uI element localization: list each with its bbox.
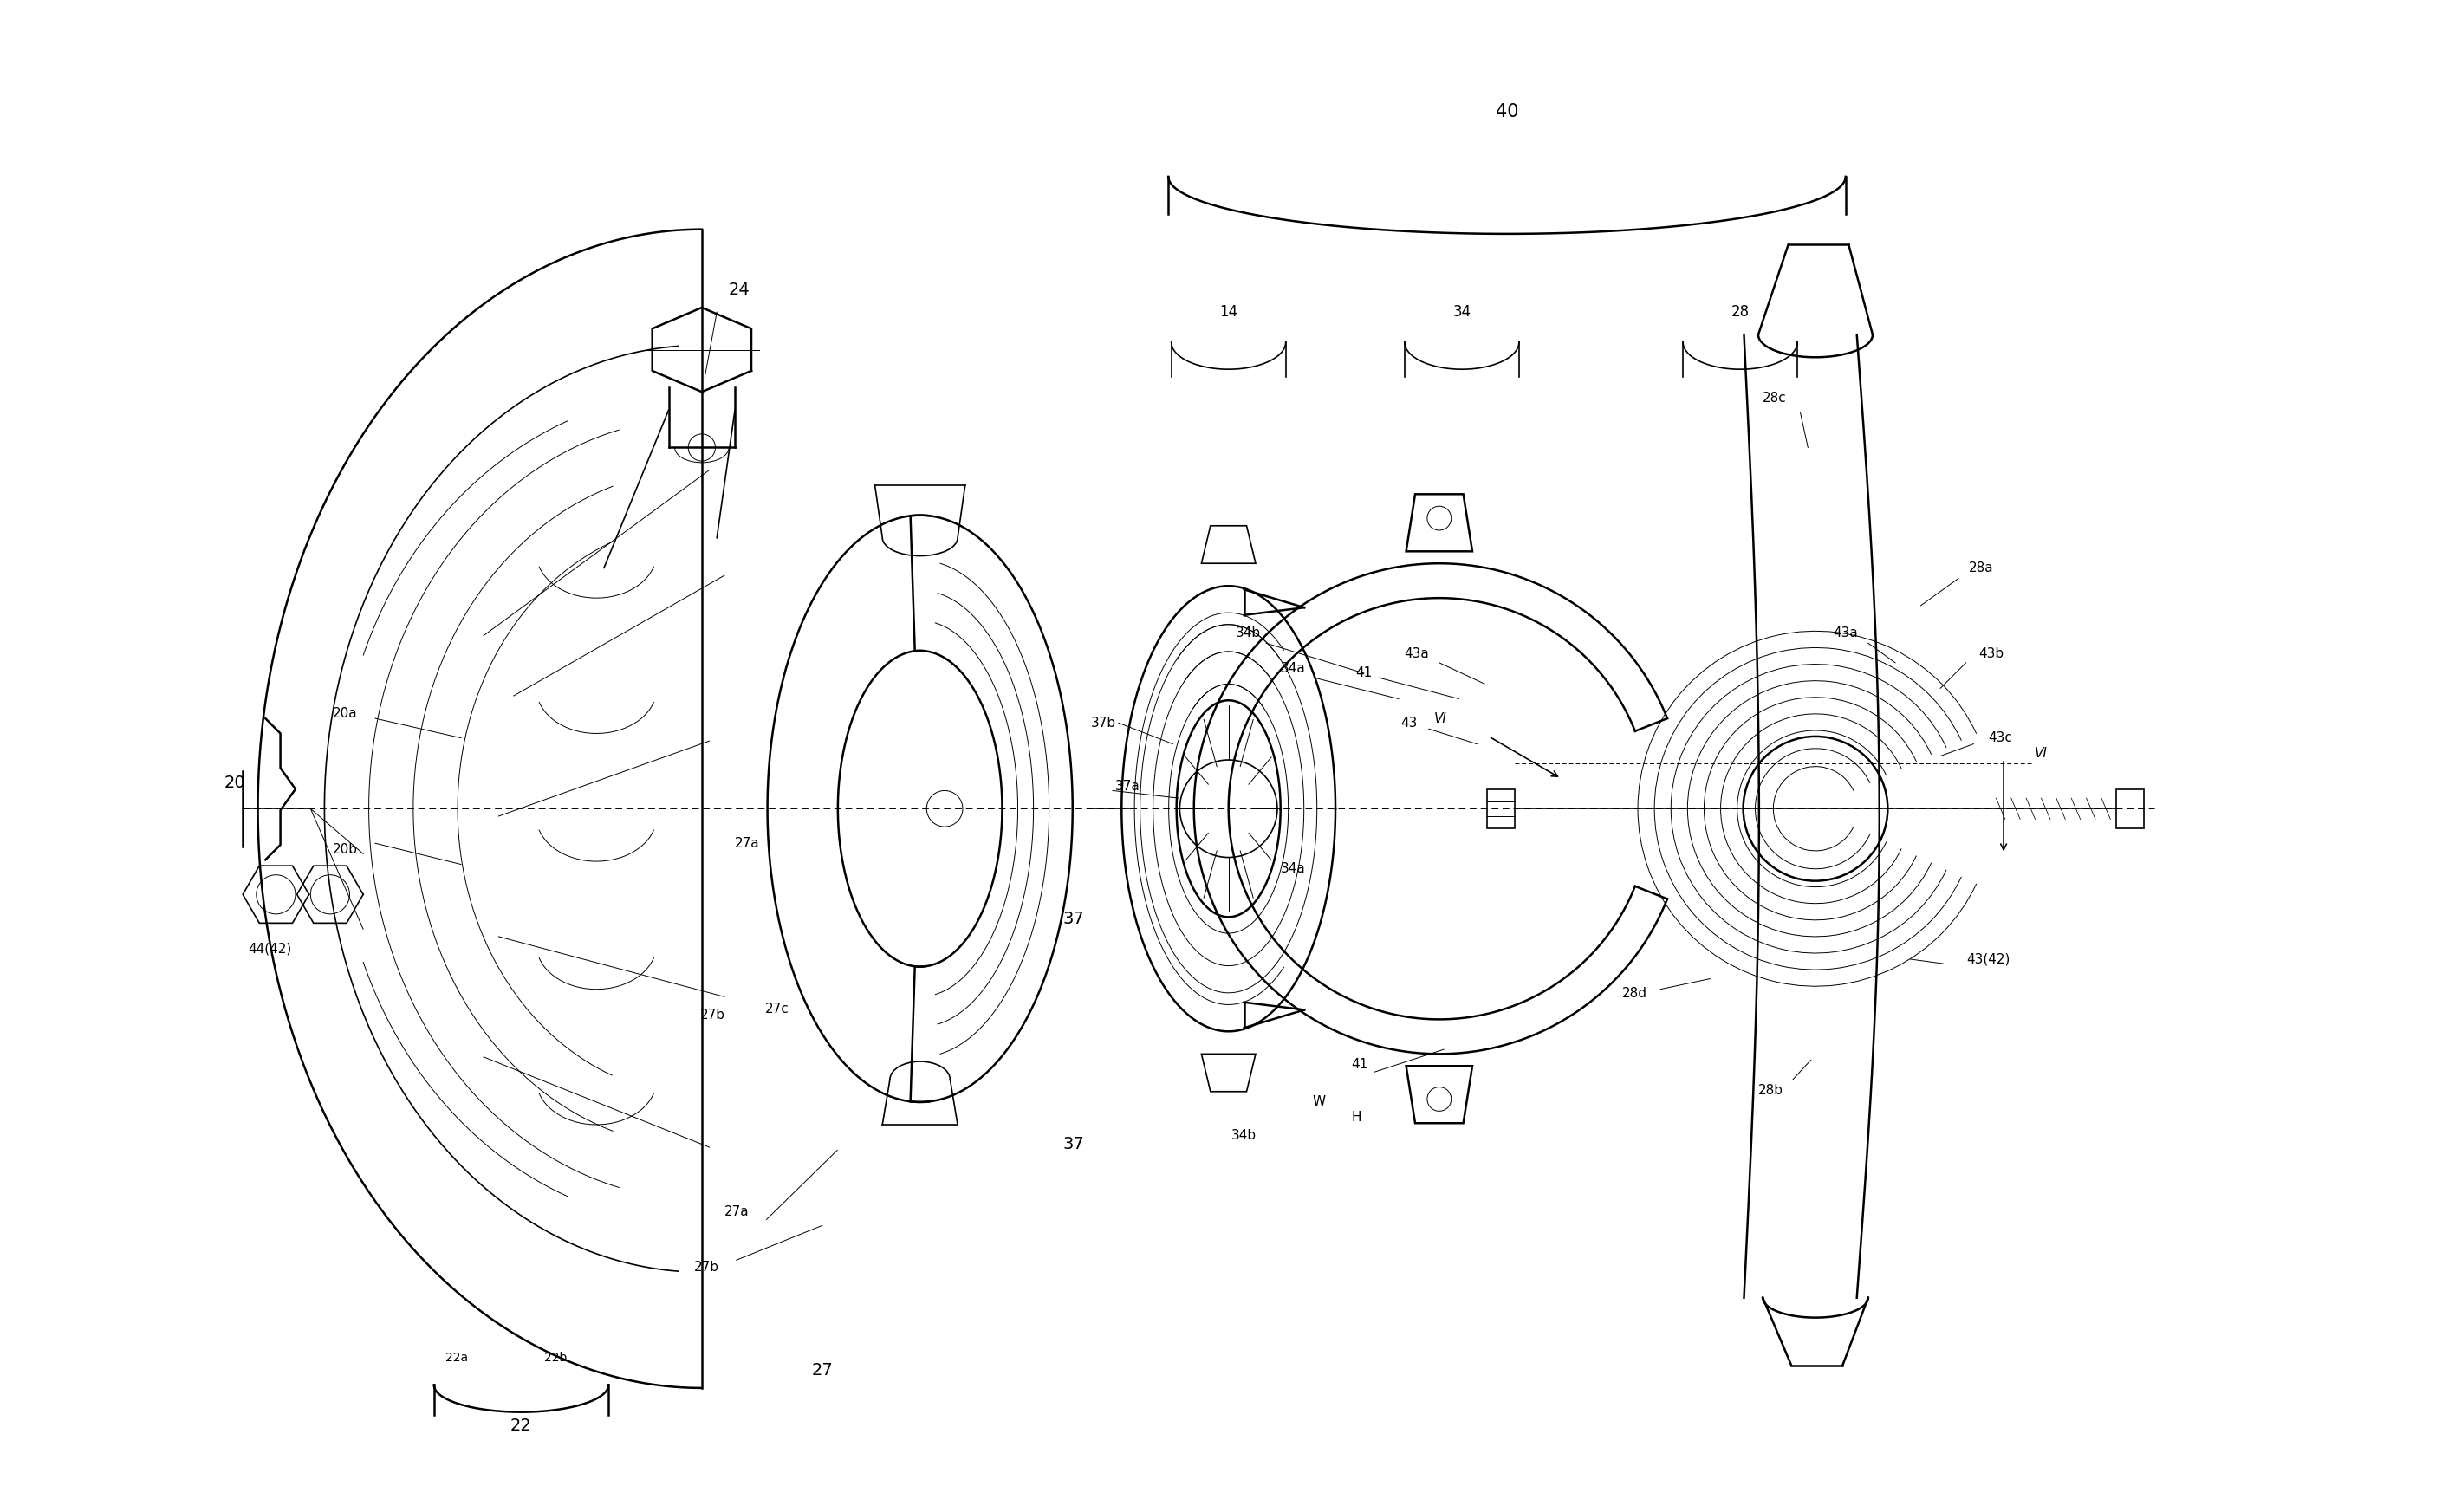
Circle shape	[689, 434, 716, 461]
Circle shape	[1744, 736, 1888, 881]
Circle shape	[926, 791, 962, 827]
Text: 20a: 20a	[332, 708, 357, 720]
Text: 41: 41	[1350, 1058, 1368, 1070]
Text: 40: 40	[1495, 103, 1519, 121]
Text: 22b: 22b	[545, 1352, 567, 1364]
Text: 27: 27	[811, 1362, 833, 1377]
Text: 28c: 28c	[1763, 392, 1788, 404]
Text: 44(42): 44(42)	[249, 942, 291, 956]
Text: 34: 34	[1453, 304, 1470, 321]
Text: 27b: 27b	[694, 1261, 718, 1275]
Text: 41: 41	[1355, 667, 1372, 680]
Bar	[2117, 789, 2144, 829]
Text: 27a: 27a	[723, 1205, 750, 1219]
Text: 28: 28	[1731, 304, 1748, 321]
Text: 28a: 28a	[1968, 561, 1993, 575]
Text: 43a: 43a	[1404, 647, 1429, 661]
Text: 43b: 43b	[1978, 647, 2005, 661]
Text: 37b: 37b	[1092, 717, 1116, 729]
Text: 20b: 20b	[332, 842, 357, 856]
Text: 22a: 22a	[444, 1352, 469, 1364]
Text: 34b: 34b	[1231, 1128, 1255, 1142]
Circle shape	[310, 875, 349, 913]
Circle shape	[1426, 1087, 1451, 1111]
Text: 37: 37	[1062, 1136, 1084, 1152]
Text: VI: VI	[2034, 747, 2049, 759]
Text: 22: 22	[510, 1417, 532, 1433]
Text: 43(42): 43(42)	[1966, 953, 2010, 966]
Circle shape	[256, 875, 295, 913]
Text: 43a: 43a	[1834, 626, 1858, 640]
Text: 27a: 27a	[735, 836, 759, 850]
Text: 43: 43	[1402, 717, 1416, 729]
Bar	[1487, 789, 1514, 829]
Text: 34a: 34a	[1280, 662, 1306, 676]
Text: 28d: 28d	[1621, 987, 1648, 1001]
Text: 37: 37	[1062, 910, 1084, 927]
Text: VI: VI	[1433, 712, 1448, 724]
Text: 27b: 27b	[701, 1009, 725, 1021]
Text: H: H	[1350, 1111, 1363, 1123]
Text: 34a: 34a	[1280, 862, 1306, 875]
Text: 37a: 37a	[1116, 780, 1140, 792]
Circle shape	[1179, 761, 1277, 857]
Text: 34b: 34b	[1236, 626, 1260, 640]
Text: 24: 24	[728, 281, 750, 298]
Text: 28b: 28b	[1758, 1084, 1783, 1096]
Text: 14: 14	[1219, 304, 1238, 321]
Text: 20: 20	[225, 774, 247, 791]
Text: 43c: 43c	[1988, 732, 2012, 744]
Circle shape	[1426, 507, 1451, 531]
Text: 27c: 27c	[764, 1002, 789, 1015]
Text: W: W	[1311, 1096, 1326, 1108]
